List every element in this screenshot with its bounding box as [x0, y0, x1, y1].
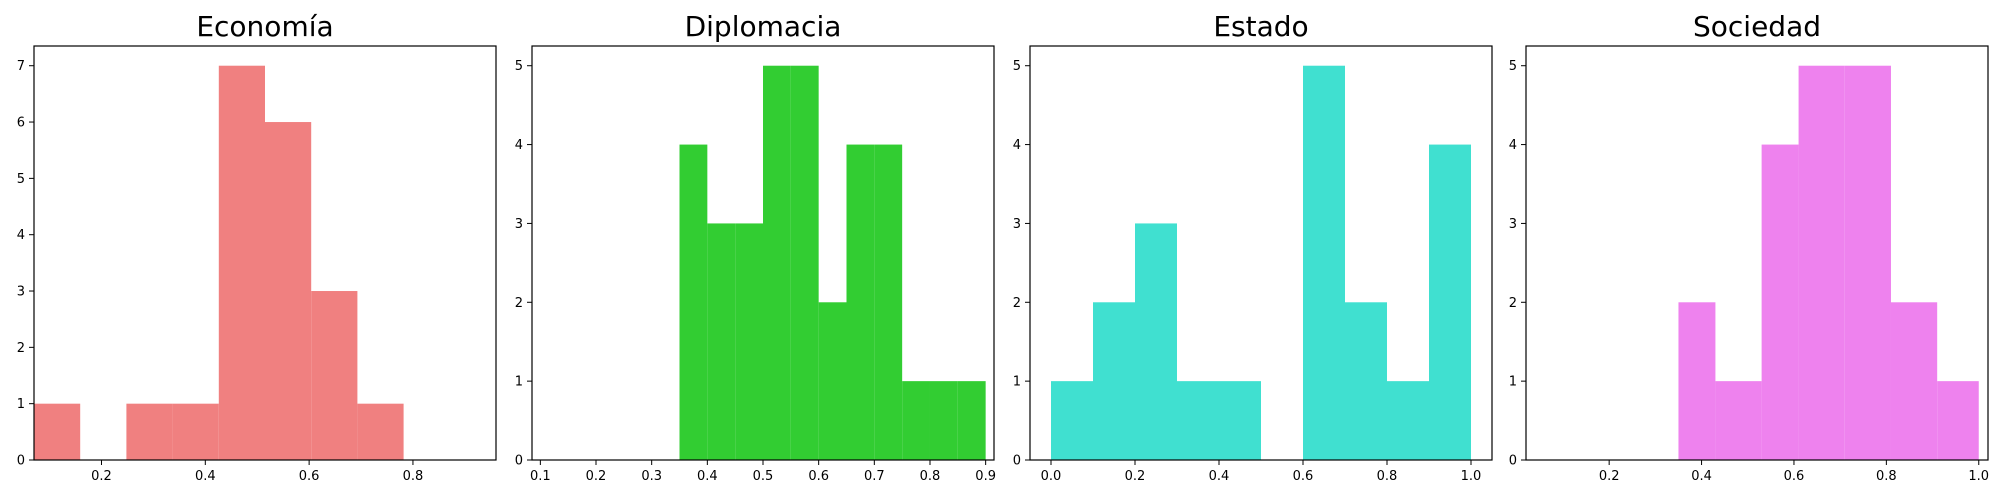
y-tick-label: 1	[515, 375, 523, 390]
y-tick-label: 1	[17, 397, 25, 412]
y-tick-label: 5	[1509, 59, 1517, 74]
y-tick-label: 3	[17, 285, 25, 300]
x-tick-label: 0.6	[1293, 469, 1314, 484]
x-tick-label: 0.5	[753, 469, 774, 484]
chart-panel-3: Estado 0.0 0.2 0.4 0.6 0.8 1.0 0 1 2 3 4 5	[1013, 10, 1493, 484]
histogram-bar	[818, 302, 847, 460]
x-tick-label: 0.3	[641, 469, 662, 484]
histogram-bar	[1345, 302, 1387, 460]
x-tick-label: 0.4	[1209, 469, 1230, 484]
y-tick-label: 3	[515, 217, 523, 232]
chart-panel-1: Economía 0.2 0.4 0.6 0.8 0 1 2 3 4 5 6 7	[17, 10, 497, 484]
histogram-bar	[1429, 144, 1471, 461]
y-tick-label: 2	[1509, 296, 1517, 311]
plot-area-frame	[33, 45, 497, 461]
histogram-bar	[1177, 381, 1219, 460]
histogram-bar	[735, 223, 763, 460]
x-tick-label: 0.8	[920, 469, 941, 484]
x-tick-label: 0.0	[1041, 469, 1062, 484]
histogram-bar	[1890, 302, 1938, 460]
y-tick-label: 5	[515, 59, 523, 74]
histogram-bar	[707, 223, 736, 460]
y-tick-label: 2	[17, 341, 25, 356]
chart-title: Sociedad	[1693, 10, 1821, 43]
y-tick-label: 7	[17, 59, 25, 74]
y-tick-label: 0	[1013, 454, 1021, 469]
y-tick-label: 4	[515, 138, 523, 153]
histogram-bar	[1937, 381, 1979, 460]
x-tick-label: 1.0	[1461, 469, 1482, 484]
y-tick-label: 2	[515, 296, 523, 311]
y-tick-label: 6	[17, 116, 25, 131]
histogram-bar	[126, 403, 173, 460]
x-tick-label: 0.6	[808, 469, 829, 484]
y-tick-label: 4	[1509, 138, 1517, 153]
x-tick-label: 0.1	[530, 469, 551, 484]
x-tick-label: 0.4	[697, 469, 718, 484]
plot-area-frame	[1525, 45, 1989, 461]
histogram-bar	[1303, 65, 1345, 460]
histogram-bar	[1219, 381, 1261, 460]
y-tick-label: 0	[17, 454, 25, 469]
histogram-bar	[1135, 223, 1177, 460]
x-tick-label: 1.0	[1968, 469, 1989, 484]
histogram-bar	[929, 381, 958, 460]
x-tick-label: 0.2	[586, 469, 607, 484]
x-tick-label: 0.2	[1599, 469, 1620, 484]
y-tick-label: 4	[17, 228, 25, 243]
histogram-bar	[1387, 381, 1429, 460]
y-tick-label: 3	[1509, 217, 1517, 232]
x-tick-label: 0.6	[1784, 469, 1805, 484]
histogram-bar	[311, 291, 358, 460]
x-tick-label: 0.9	[975, 469, 996, 484]
histogram-bar	[1844, 65, 1891, 460]
x-tick-label: 0.4	[195, 469, 216, 484]
histogram-bar	[218, 65, 265, 460]
histogram-bar	[1093, 302, 1135, 460]
y-tick-label: 1	[1509, 375, 1517, 390]
histogram-bar	[172, 403, 219, 460]
x-tick-label: 0.7	[864, 469, 885, 484]
y-tick-label: 5	[1013, 59, 1021, 74]
y-tick-label: 0	[1509, 454, 1517, 469]
histogram-bar	[34, 403, 81, 460]
chart-panel-2: Diplomacia 0.1 0.2 0.3 0.4 0.5 0.6 0.7 0.8 0.9 0 1 2…	[515, 10, 996, 484]
histogram-bar	[957, 381, 986, 460]
y-tick-label: 1	[1013, 375, 1021, 390]
histogram-bar	[1798, 65, 1845, 460]
y-tick-label: 0	[515, 454, 523, 469]
chart-panel-4: Sociedad 0.2 0.4 0.6 0.8 1.0 0 1 2 3 4 5	[1509, 10, 1989, 484]
x-tick-label: 0.2	[91, 469, 112, 484]
histogram-bar	[1761, 144, 1799, 461]
y-tick-label: 4	[1013, 138, 1021, 153]
x-tick-label: 0.8	[1876, 469, 1897, 484]
histogram-bar	[790, 65, 819, 460]
histogram-bar	[763, 65, 791, 460]
chart-title: Diplomacia	[685, 10, 842, 43]
histogram-bar	[679, 144, 708, 461]
chart-title: Economía	[196, 10, 333, 43]
histogram-bar	[874, 144, 903, 461]
histogram-bar	[265, 122, 312, 460]
x-tick-label: 0.2	[1125, 469, 1146, 484]
chart-title: Estado	[1213, 10, 1308, 43]
x-tick-label: 0.6	[299, 469, 320, 484]
histogram-bar	[1051, 381, 1093, 460]
y-tick-label: 3	[1013, 217, 1021, 232]
histogram-bar	[846, 144, 875, 461]
histogram-bar	[1678, 302, 1716, 460]
y-tick-label: 2	[1013, 296, 1021, 311]
plot-area-frame	[1029, 45, 1493, 461]
histogram-bar	[1715, 381, 1762, 460]
y-tick-label: 5	[17, 172, 25, 187]
x-tick-label: 0.4	[1691, 469, 1712, 484]
histogram-bar	[357, 403, 404, 460]
x-tick-label: 0.8	[1377, 469, 1398, 484]
histogram-bar	[902, 381, 930, 460]
x-tick-label: 0.8	[403, 469, 424, 484]
